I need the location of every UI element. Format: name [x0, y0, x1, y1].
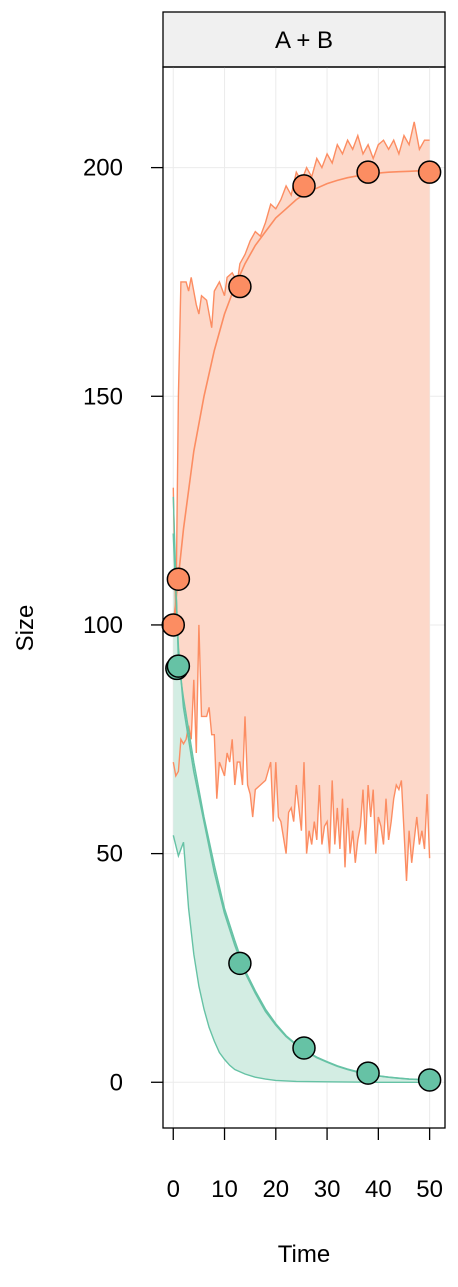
plot-panel-border [162, 66, 446, 1129]
data-point-2 [356, 1061, 380, 1085]
data-point-2 [228, 951, 252, 976]
data-point-1 [292, 174, 316, 198]
x-axis: 0 10 20 30 40 50 [167, 1128, 443, 1203]
y-tick-label: 200 [83, 155, 123, 182]
data-point-2 [166, 654, 191, 678]
y-tick-label: 100 [83, 612, 123, 639]
data-point-1 [161, 613, 186, 637]
x-tick-label: 40 [365, 1176, 392, 1203]
x-tick-label: 30 [314, 1176, 341, 1203]
observations [161, 160, 442, 1092]
y-tick-label: 50 [96, 841, 123, 868]
x-tick-label: 20 [262, 1176, 289, 1203]
ribbons [172, 121, 431, 1084]
data-point-1 [166, 567, 191, 591]
ribbon-lower-2 [172, 835, 430, 1084]
data-point-1 [356, 160, 380, 184]
y-axis-title: Size [12, 605, 39, 652]
ribbon-fill-1 [173, 121, 430, 881]
strip-background [162, 11, 446, 68]
y-tick-label: 0 [110, 1069, 123, 1096]
data-point-1 [417, 160, 442, 184]
ribbon-upper-1 [172, 121, 430, 625]
x-tick-label: 0 [167, 1176, 180, 1203]
data-point-2 [292, 1036, 316, 1060]
strip-label: A + B [275, 27, 333, 54]
y-axis: 0 50 100 150 200 [83, 155, 163, 1096]
ribbon-lower-1 [172, 624, 431, 882]
x-axis-title: Time [278, 1241, 330, 1268]
y-tick-label: 150 [83, 383, 123, 410]
x-tick-label: 50 [416, 1176, 443, 1203]
data-point-1 [228, 274, 252, 299]
data-point-2 [417, 1068, 442, 1092]
x-tick-label: 10 [211, 1176, 238, 1203]
